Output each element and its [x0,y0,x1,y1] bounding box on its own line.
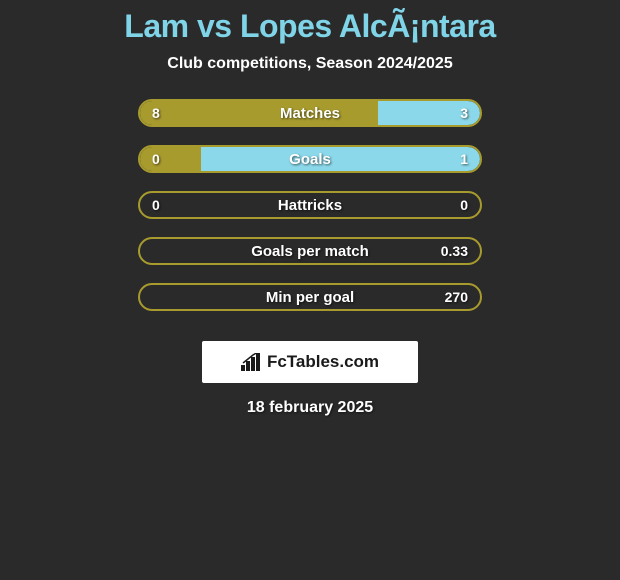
stat-label: Hattricks [140,197,480,214]
stat-bar: Goals0 1 [138,145,482,173]
stat-label: Goals per match [140,243,480,260]
stat-label: Min per goal [140,289,480,306]
stat-value-right: 1 [460,151,468,167]
page-title: Lam vs Lopes AlcÃ¡ntara [124,8,495,45]
stat-bar: Goals per match0.33 [138,237,482,265]
stat-value-right: 0 [460,197,468,213]
date-label: 18 february 2025 [247,399,373,417]
stat-label: Matches [140,105,480,122]
stat-value-right: 0.33 [441,243,468,259]
logo-inner: FcTables.com [241,352,379,372]
stat-value-right: 3 [460,105,468,121]
logo-chart-icon [241,353,263,371]
comparison-container: Lam vs Lopes AlcÃ¡ntara Club competition… [0,0,620,417]
subtitle: Club competitions, Season 2024/2025 [167,55,452,73]
logo-text: FcTables.com [267,352,379,372]
stat-value-left: 8 [152,105,160,121]
logo-box: FcTables.com [202,341,418,383]
stat-row: Hattricks0 0 [138,191,482,219]
stat-bar: Hattricks0 0 [138,191,482,219]
stat-row: Goals per match0.33 [138,237,482,265]
bars-host: Matches83Goals01Hattricks00Goals per mat… [138,99,482,329]
stat-row: Min per goal270 [138,283,482,311]
stat-value-left: 0 [152,197,160,213]
stat-row: Matches8 3 [138,99,482,127]
stat-bar: Min per goal270 [138,283,482,311]
stat-row: Goals0 1 [138,145,482,173]
stat-value-left: 0 [152,151,160,167]
stat-value-right: 270 [445,289,468,305]
stat-bar: Matches8 3 [138,99,482,127]
stat-label: Goals [140,151,480,168]
